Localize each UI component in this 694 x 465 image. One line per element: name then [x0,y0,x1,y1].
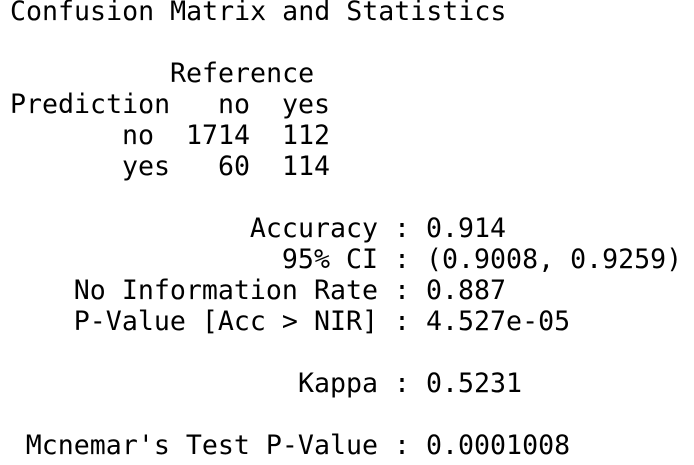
stat-label: Kappa [297,367,378,399]
stat-value: 0.914 [426,212,507,244]
separator: : [394,367,411,399]
separator: : [394,429,411,461]
cell-value: 1714 [185,119,250,151]
stat-value: 0.5231 [426,367,523,399]
stat-label: P-Value [Acc > NIR] [73,305,378,337]
reference-label: Reference [170,57,315,89]
stat-value: 0.887 [426,274,507,306]
row-label: no [122,119,155,151]
column-header: no [217,88,250,120]
stat-label: No Information Rate [73,274,378,306]
stat-label: Mcnemar's Test P-Value [25,429,378,461]
row-label: yes [122,150,171,182]
separator: : [394,243,411,275]
prediction-label: Prediction [10,88,171,120]
stat-value: 0.0001008 [426,429,571,461]
stat-value: (0.9008, 0.9259) [426,243,683,275]
cell-value: 60 [217,150,250,182]
column-header: yes [281,88,330,120]
separator: : [394,212,411,244]
title: Confusion Matrix and Statistics [10,0,507,27]
stat-value: 4.527e-05 [426,305,571,337]
separator: : [394,274,411,306]
stat-label: 95% CI [281,243,378,275]
separator: : [394,305,411,337]
cell-value: 112 [281,119,330,151]
cell-value: 114 [281,150,330,182]
stat-label: Accuracy [249,212,378,244]
